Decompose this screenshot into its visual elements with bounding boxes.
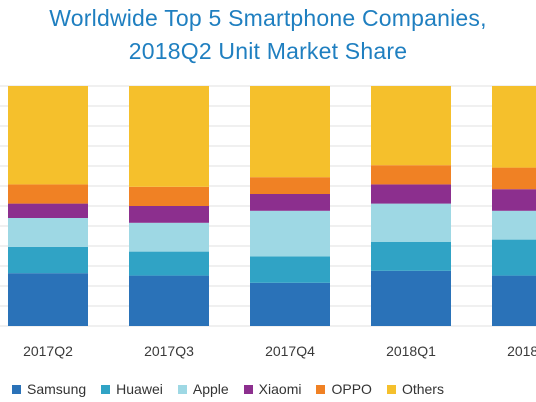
legend-label: Others	[401, 381, 444, 397]
bar-segment-xiaomi-2017q2	[8, 203, 88, 218]
legend-swatch	[177, 384, 187, 394]
bar-segment-oppo-2018q1	[371, 165, 451, 185]
bar-segment-others-2017q4	[250, 86, 330, 178]
bar-segment-others-2018q1	[371, 86, 451, 166]
legend-item-oppo: OPPO	[316, 381, 372, 397]
bar-segment-huawei-2017q3	[129, 251, 209, 276]
bar-segment-apple-2018q2	[492, 210, 536, 240]
bar-segment-oppo-2017q3	[129, 186, 209, 206]
legend-item-huawei: Huawei	[101, 381, 163, 397]
bar-segment-apple-2017q2	[8, 218, 88, 247]
bar-segment-oppo-2017q4	[250, 177, 330, 194]
bar-segment-samsung-2017q2	[8, 273, 88, 326]
bar-segment-xiaomi-2017q4	[250, 194, 330, 211]
bar-segment-samsung-2017q4	[250, 282, 330, 326]
bar-segment-others-2017q3	[129, 86, 209, 187]
bar-segment-apple-2017q4	[250, 210, 330, 257]
legend-label: Huawei	[116, 381, 163, 397]
bar-segment-huawei-2018q1	[371, 242, 451, 271]
legend: Samsung Huawei Apple Xiaomi OPPO Others	[0, 378, 536, 400]
bar-segment-others-2018q2	[492, 86, 536, 168]
bar-segment-samsung-2017q3	[129, 275, 209, 326]
legend-swatch	[316, 384, 326, 394]
legend-item-apple: Apple	[177, 381, 229, 397]
bar-segment-xiaomi-2018q2	[492, 189, 536, 211]
bar-segment-samsung-2018q2	[492, 275, 536, 326]
x-tick-label: 2017Q2	[23, 343, 73, 359]
bar-segment-oppo-2017q2	[8, 184, 88, 204]
x-tick-label: 2018Q2	[507, 343, 536, 359]
chart-subtitle: 2018Q2 Unit Market Share	[128, 38, 408, 64]
legend-label: Apple	[192, 381, 229, 397]
bar-segment-huawei-2017q4	[250, 256, 330, 283]
bar-segment-xiaomi-2018q1	[371, 184, 451, 204]
legend-label: Xiaomi	[258, 381, 302, 397]
legend-label: Samsung	[27, 381, 87, 397]
bar-segment-apple-2018q1	[371, 203, 451, 242]
legend-swatch	[101, 384, 111, 394]
bar-segment-samsung-2018q1	[371, 270, 451, 326]
bar-segment-apple-2017q3	[129, 222, 209, 252]
legend-swatch	[12, 384, 21, 394]
x-tick-label: 2017Q4	[265, 343, 315, 359]
bar-segment-oppo-2018q2	[492, 167, 536, 190]
legend-item-samsung: Samsung	[12, 381, 86, 397]
legend-item-others: Others	[386, 381, 444, 397]
bar-segment-xiaomi-2017q3	[129, 206, 209, 223]
chart-title: Worldwide Top 5 Smartphone Companies,	[49, 5, 487, 31]
bar-segment-huawei-2017q2	[8, 246, 88, 274]
bar-segment-others-2017q2	[8, 86, 88, 185]
x-tick-label: 2018Q1	[386, 343, 436, 359]
bar-segment-huawei-2018q2	[492, 239, 536, 276]
x-tick-label: 2017Q3	[144, 343, 194, 359]
legend-label: OPPO	[331, 381, 372, 397]
legend-swatch	[243, 384, 253, 394]
legend-swatch	[386, 384, 396, 394]
legend-item-xiaomi: Xiaomi	[243, 381, 302, 397]
